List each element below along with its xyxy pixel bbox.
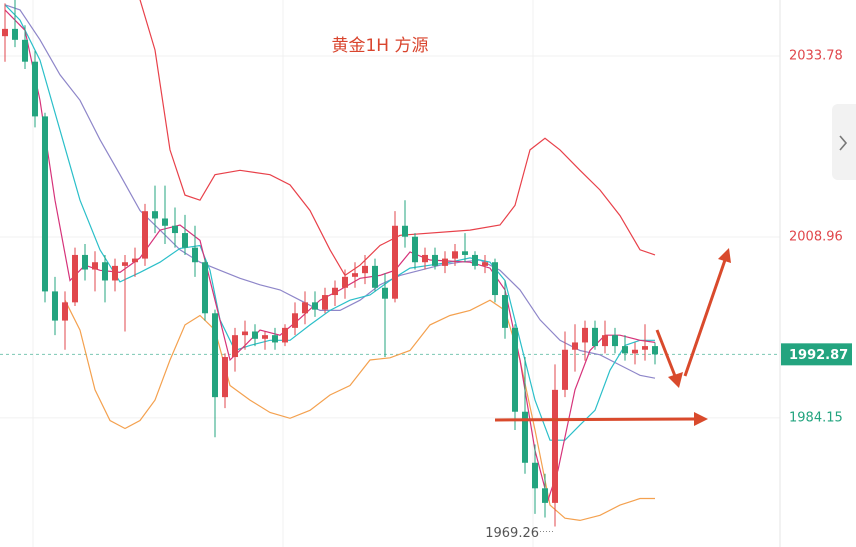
candle-body [402, 225, 408, 237]
chevron[interactable] [839, 135, 848, 151]
candle-body [172, 225, 178, 234]
candle-body [12, 28, 18, 40]
candle-body [302, 302, 308, 314]
candle-body [482, 262, 488, 266]
arrow-head [694, 412, 708, 426]
candle-body [262, 335, 268, 339]
side-tab[interactable] [832, 104, 856, 180]
candle-body [332, 287, 338, 296]
candle-body [422, 254, 428, 263]
y-tick-label: 2033.78 [789, 49, 843, 64]
candle-body [642, 346, 648, 350]
candle-body [362, 265, 368, 274]
candle-body [412, 236, 418, 263]
candle-body [612, 335, 618, 347]
candle-body [162, 218, 168, 226]
last-price-label: 1992.87 [789, 348, 848, 363]
candle-body [52, 291, 58, 321]
candle-body [442, 258, 448, 266]
candles [2, 0, 658, 533]
candle-body [232, 335, 238, 358]
price-axis: 2033.78 2008.96 1984.15 1992.87 [781, 49, 852, 425]
candle-body [512, 327, 518, 412]
candle-body [322, 295, 328, 310]
candle-body [372, 265, 378, 288]
y-tick-label: 2008.96 [789, 230, 843, 245]
candle-body [542, 488, 548, 503]
candle-body [382, 287, 388, 299]
candle-body [112, 265, 118, 281]
candle-body [622, 346, 628, 354]
candle-body [492, 262, 498, 296]
candle-body [192, 247, 198, 263]
low-label: 1969.26 [485, 526, 539, 541]
candle-body [462, 251, 468, 255]
candle-body [72, 254, 78, 303]
candle-body [522, 411, 528, 463]
candle-body [552, 389, 558, 503]
candle-body [272, 335, 278, 343]
y-tick-label: 1984.15 [789, 410, 843, 425]
candle-body [32, 61, 38, 117]
candle-body [22, 39, 28, 62]
candle-body [652, 346, 658, 355]
candle-body [222, 357, 228, 398]
candle-body [592, 327, 598, 347]
candle-body [472, 254, 478, 266]
candle-body [432, 254, 438, 266]
candle-body [42, 116, 48, 292]
candle-body [142, 211, 148, 259]
arrow-head [668, 372, 683, 388]
candle-body [312, 302, 318, 310]
arrow-head [718, 248, 731, 263]
annotation-arrows [494, 248, 731, 426]
candle-body [562, 349, 568, 390]
chart-title: 黄金1H 方源 [331, 36, 428, 56]
candle-body [632, 349, 638, 354]
candle-body [502, 295, 508, 328]
candle-body [212, 313, 218, 398]
last-price-badge [781, 343, 852, 366]
candle-body [352, 273, 358, 277]
candle-body [392, 225, 398, 299]
candle-body [62, 302, 68, 321]
arrow [494, 417, 696, 422]
candle-body [452, 251, 458, 259]
indicator-line [139, 0, 656, 277]
candle-body [92, 262, 98, 270]
arrow [655, 329, 677, 377]
candle-body [602, 335, 608, 347]
candle-body [292, 313, 298, 328]
candle-body [532, 462, 538, 489]
candle-body [152, 211, 158, 219]
candle-body [242, 331, 248, 336]
indicator-line [4, 4, 655, 441]
side-tab-bg[interactable] [832, 104, 856, 180]
candle-body [102, 262, 108, 281]
candle-body [342, 276, 348, 288]
candle-body [202, 262, 208, 314]
candle-body [252, 331, 258, 339]
candle-body [132, 258, 138, 263]
arrow [683, 259, 727, 377]
candle-body [282, 327, 288, 343]
candle-body [82, 254, 88, 270]
candle-body [572, 342, 578, 350]
candle-body [182, 233, 188, 248]
candle-body [122, 262, 128, 266]
candle-body [582, 327, 588, 343]
candle-body [2, 28, 8, 37]
